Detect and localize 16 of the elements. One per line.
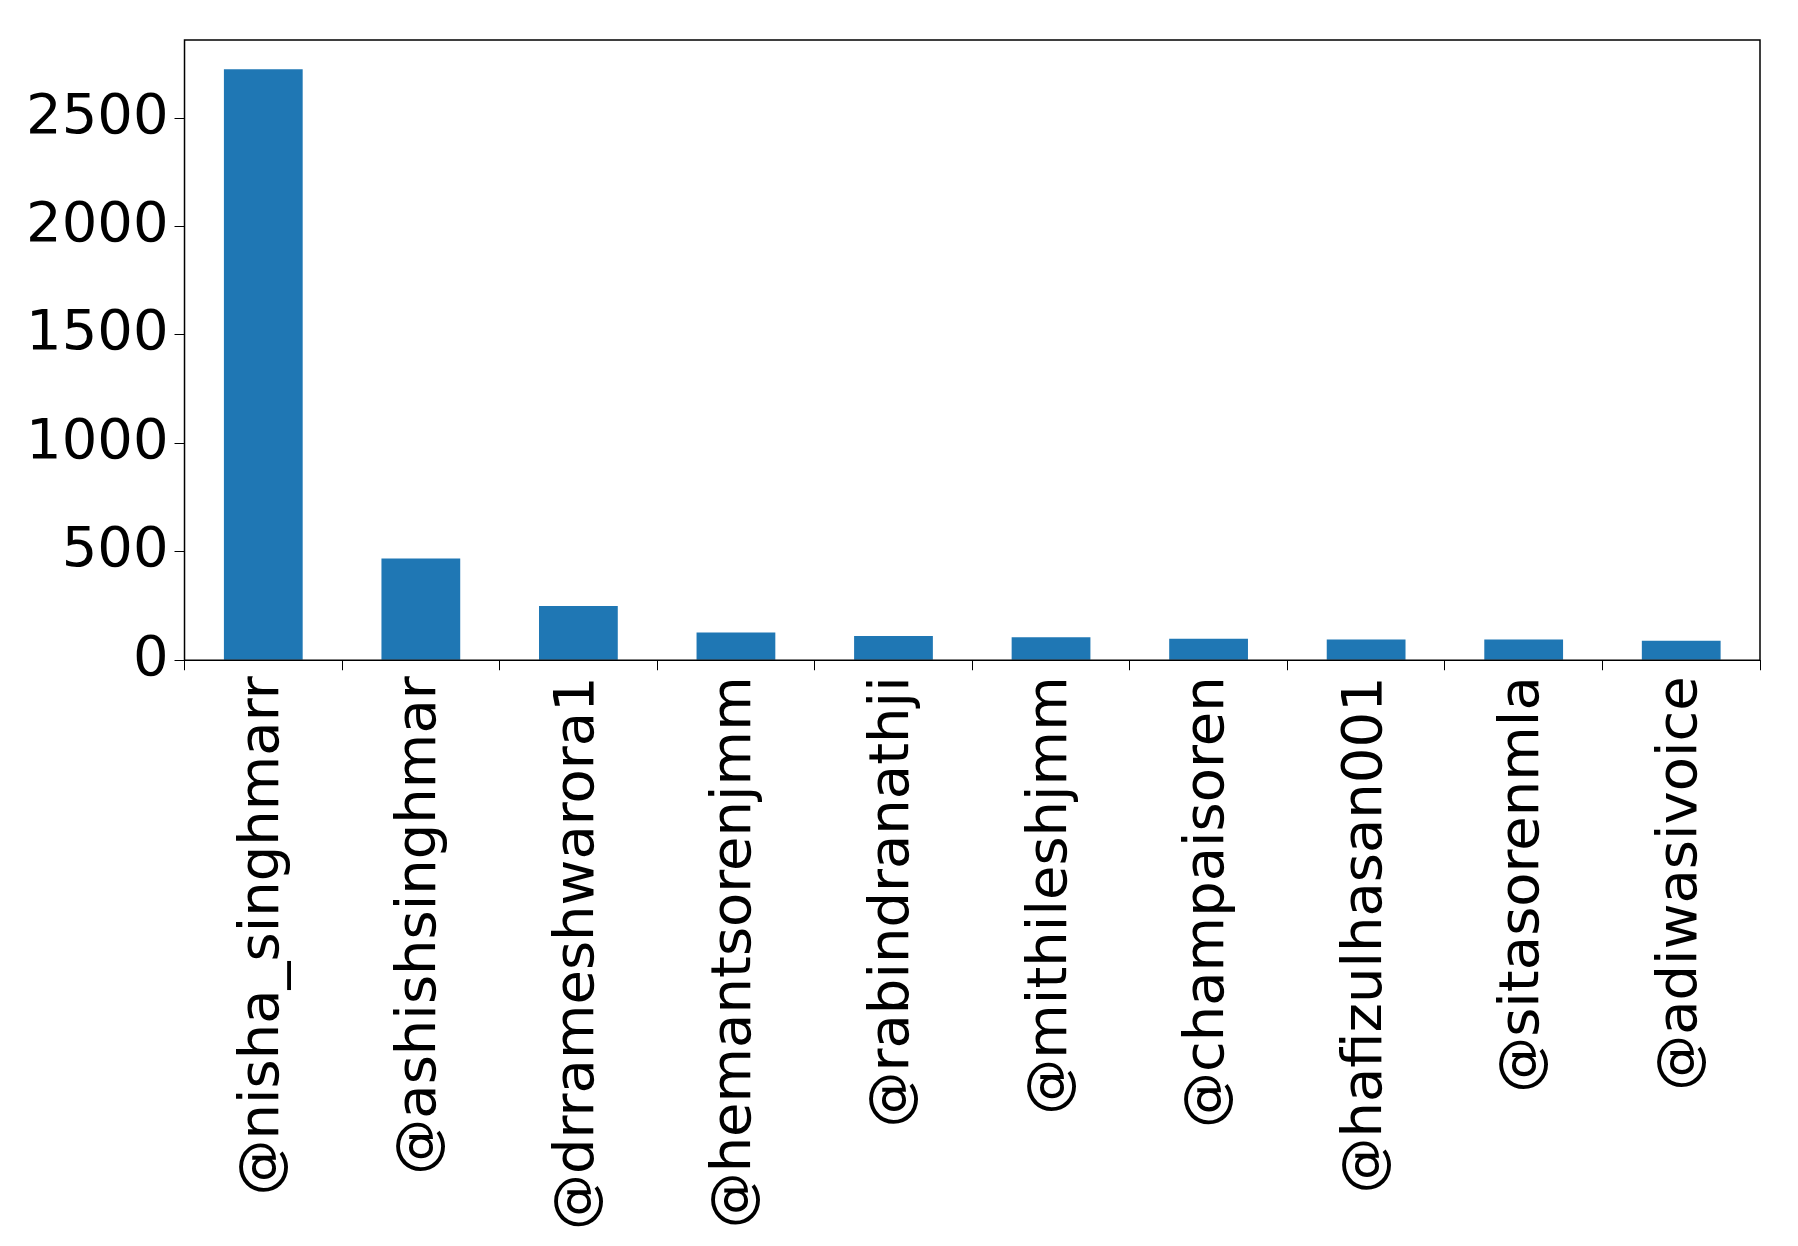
x-tick-label: @champaisoren: [1171, 676, 1237, 1129]
x-tick-label: @drrameshwarora1: [540, 676, 606, 1231]
x-tick-label: @nisha_singhmarr: [225, 675, 291, 1196]
x-tick-label: @hemantsorenjmm: [698, 676, 764, 1229]
x-tick-label: @mithileshjmm: [1013, 676, 1079, 1115]
y-tick-label: 2500: [26, 80, 169, 146]
y-tick-label: 0: [132, 622, 169, 688]
x-tick-label: @adiwasivoice: [1643, 676, 1709, 1091]
x-tick-label: @hafizulhasan001: [1328, 676, 1394, 1194]
y-tick-label: 1000: [26, 405, 169, 471]
y-tick-label: 500: [61, 514, 169, 580]
x-tick-label: @ashishsinghmar: [383, 675, 449, 1175]
y-tick-label: 1500: [26, 297, 169, 363]
x-tick-label: @rabindranathji: [856, 676, 922, 1128]
y-tick-label: 2000: [26, 189, 169, 255]
x-tick-label: @sitasorenmla: [1486, 676, 1552, 1093]
